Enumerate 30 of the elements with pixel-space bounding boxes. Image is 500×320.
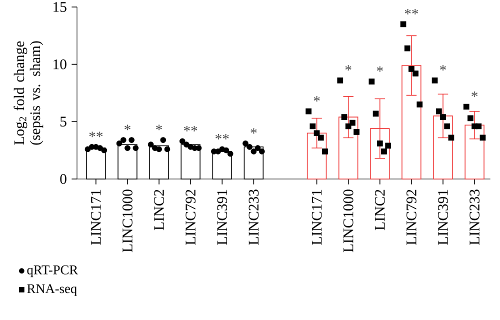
annotation: ** <box>89 132 103 138</box>
x-tick-label: LINC233 <box>248 190 259 245</box>
annotation: * <box>345 65 352 71</box>
x-tick-label: LINC792 <box>406 190 416 245</box>
annotation: * <box>472 92 478 97</box>
annotation: * <box>440 65 446 71</box>
x-tick-label: LINC1000 <box>122 190 132 252</box>
x-tick-label: LINC171 <box>91 190 101 245</box>
x-tick-label: LINC792 <box>186 190 196 245</box>
annotation: ** <box>404 9 418 14</box>
x-tick-label: LINC233 <box>470 190 480 245</box>
x-tick-label: LINC171 <box>312 190 322 245</box>
annotation: * <box>376 66 383 72</box>
annotation: ** <box>216 134 229 140</box>
y-tick-label: 5 <box>60 116 66 127</box>
annotation: * <box>156 124 162 130</box>
legend-label: RNA-seq <box>27 284 77 296</box>
x-tick-label: LINC391 <box>438 190 448 245</box>
x-tick-label: LINC1000 <box>343 190 354 252</box>
annotation: * <box>124 124 130 130</box>
y-tick-label: 10 <box>54 59 66 70</box>
annotation: * <box>314 96 320 102</box>
legend-label: qRT-PCR <box>27 265 78 278</box>
x-tick-label: LINC2 <box>154 190 164 230</box>
y-tick-label: 15 <box>54 2 66 12</box>
annotation: ** <box>184 126 198 132</box>
y-tick-label: 0 <box>60 174 66 184</box>
annotation: * <box>250 128 257 134</box>
x-tick-label: LINC2 <box>374 190 385 230</box>
x-tick-label: LINC391 <box>217 190 228 245</box>
